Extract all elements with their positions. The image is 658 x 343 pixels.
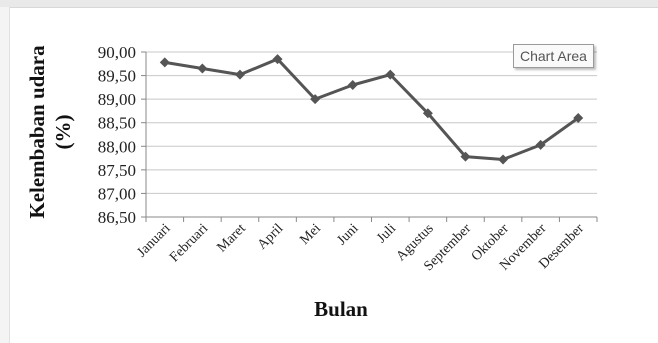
window-top-bar [0, 0, 658, 7]
series-line [164, 57, 580, 161]
data-point [272, 54, 283, 65]
y-tick-labels: 86,50 87,00 87,50 88,00 88,50 89,00 89,50 90,00 [98, 43, 136, 227]
axes [141, 51, 598, 222]
data-point [310, 94, 321, 105]
x-tick-label: Februari [167, 221, 211, 265]
y-tick-label: 88,50 [98, 114, 136, 133]
window-left-gutter [0, 7, 10, 343]
x-axis-title: Bulan [314, 297, 368, 321]
data-point [197, 63, 208, 74]
data-point [573, 113, 584, 123]
x-tick-label: Mei [297, 221, 324, 248]
y-tick-label: 88,00 [98, 137, 136, 156]
data-point [535, 139, 546, 150]
y-tick-label: 87,50 [98, 161, 136, 180]
y-tick-label: 86,50 [98, 208, 136, 227]
y-tick-label: 87,00 [98, 184, 136, 203]
x-tick-label: Maret [215, 221, 249, 255]
x-tick-label: Juli [374, 221, 399, 246]
data-point [498, 154, 509, 165]
series-markers [159, 54, 584, 165]
x-tick-label: April [255, 221, 287, 253]
gridlines [146, 51, 597, 218]
data-point [422, 108, 433, 119]
x-tick-label: Juni [334, 221, 361, 248]
y-axis-title-line2: (%) [51, 115, 75, 150]
data-point [347, 80, 358, 90]
chart-area-tooltip: Chart Area [513, 44, 594, 68]
data-point [385, 69, 396, 80]
data-point [460, 151, 471, 162]
y-tick-label: 90,00 [98, 43, 136, 62]
data-point [234, 69, 245, 80]
series-line [164, 57, 580, 161]
y-axis-title-line1: Kelembaban udara [25, 45, 49, 219]
window-divider [0, 7, 658, 8]
data-point [159, 57, 170, 68]
y-tick-label: 89,00 [98, 90, 136, 109]
y-tick-label: 89,50 [98, 67, 136, 86]
